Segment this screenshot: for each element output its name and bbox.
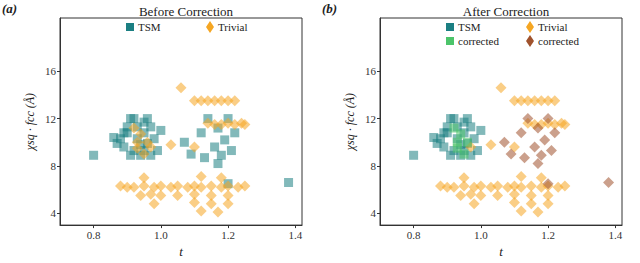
svg-text:χsq · fcc (Å): χsq · fcc (Å) (343, 93, 357, 151)
svg-text:t: t (179, 244, 183, 259)
svg-text:corrected: corrected (538, 35, 579, 47)
svg-text:8: 8 (51, 160, 57, 172)
svg-text:12: 12 (45, 113, 56, 125)
svg-text:8: 8 (371, 160, 377, 172)
svg-text:4: 4 (51, 207, 57, 219)
svg-text:1.0: 1.0 (154, 229, 168, 241)
svg-text:1.4: 1.4 (288, 229, 302, 241)
svg-text:After Correction: After Correction (463, 4, 550, 19)
svg-text:0.8: 0.8 (407, 229, 421, 241)
svg-text:1.4: 1.4 (608, 229, 622, 241)
svg-text:0.8: 0.8 (87, 229, 101, 241)
svg-text:(a): (a) (2, 1, 17, 16)
svg-text:Trivial: Trivial (218, 21, 248, 33)
svg-text:(b): (b) (322, 1, 337, 16)
svg-text:4: 4 (371, 207, 377, 219)
svg-text:12: 12 (365, 113, 376, 125)
svg-text:1.2: 1.2 (541, 229, 555, 241)
svg-text:t: t (499, 244, 503, 259)
svg-text:16: 16 (45, 65, 57, 77)
svg-text:Trivial: Trivial (538, 21, 568, 33)
svg-text:corrected: corrected (458, 35, 499, 47)
svg-text:16: 16 (365, 65, 377, 77)
svg-text:1.2: 1.2 (221, 229, 235, 241)
svg-text:1.0: 1.0 (474, 229, 488, 241)
svg-text:Before Correction: Before Correction (139, 4, 234, 19)
svg-text:χsq · fcc (Å): χsq · fcc (Å) (23, 93, 37, 151)
svg-text:TSM: TSM (138, 21, 161, 33)
svg-text:TSM: TSM (458, 21, 481, 33)
